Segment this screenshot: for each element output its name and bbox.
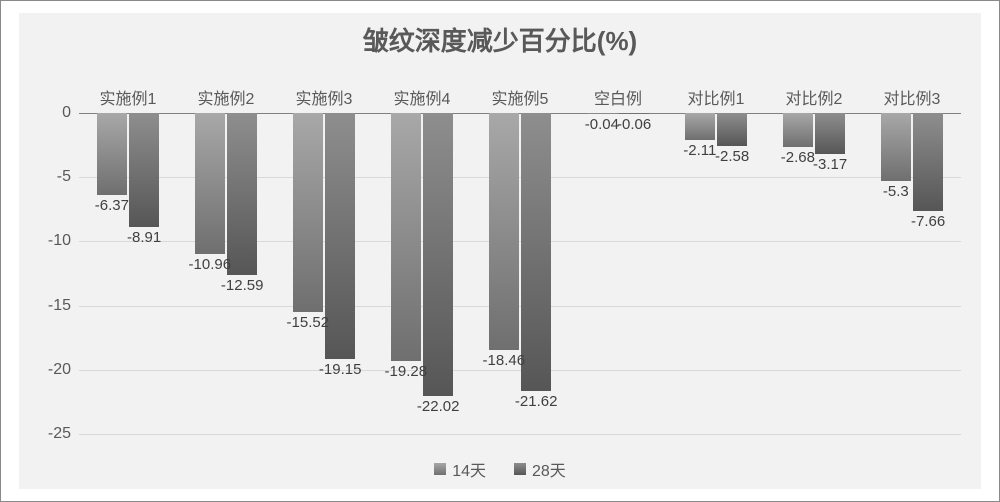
data-label: -15.52 — [287, 314, 330, 331]
data-label: -2.58 — [715, 148, 749, 165]
legend-swatch — [514, 463, 526, 475]
data-label: -5.3 — [883, 183, 909, 200]
legend-item: 14天 — [434, 457, 486, 481]
y-axis-tick-label: -20 — [48, 361, 79, 379]
legend-item: 28天 — [514, 457, 566, 481]
plot-area: 0-5-10-15-20-25 实施例1实施例2实施例3实施例4实施例5空白例对… — [79, 113, 961, 434]
data-label: -0.06 — [617, 116, 651, 133]
data-label: -7.66 — [911, 213, 945, 230]
category-label: 实施例5 — [492, 85, 549, 113]
plot-background: 皱纹深度减少百分比(%) 0-5-10-15-20-25 实施例1实施例2实施例… — [19, 13, 981, 489]
data-label: -2.68 — [781, 149, 815, 166]
data-label: -6.37 — [95, 197, 129, 214]
category-label: 实施例1 — [100, 85, 157, 113]
data-label: -22.02 — [417, 398, 460, 415]
data-label: -12.59 — [221, 277, 264, 294]
y-axis-tick-label: -10 — [48, 232, 79, 250]
data-label: -0.04 — [585, 116, 619, 133]
data-label: -8.91 — [127, 229, 161, 246]
data-label: -10.96 — [189, 256, 232, 273]
data-labels-layer: -6.37-10.96-15.52-19.28-18.46-0.04-2.11-… — [79, 113, 961, 434]
data-label: -2.11 — [683, 142, 716, 159]
legend-label: 14天 — [452, 457, 486, 481]
y-axis-tick-label: 0 — [62, 104, 79, 122]
legend-label: 28天 — [532, 457, 566, 481]
category-label: 对比例3 — [884, 85, 941, 113]
category-label: 对比例1 — [688, 85, 745, 113]
y-axis-tick-label: -5 — [57, 168, 79, 186]
data-label: -3.17 — [813, 156, 847, 173]
chart-container: 皱纹深度减少百分比(%) 0-5-10-15-20-25 实施例1实施例2实施例… — [0, 0, 1000, 502]
data-label: -18.46 — [483, 352, 526, 369]
data-label: -21.62 — [515, 393, 558, 410]
category-label: 对比例2 — [786, 85, 843, 113]
legend: 14天 28天 — [19, 449, 981, 489]
category-label: 实施例3 — [296, 85, 353, 113]
category-label: 实施例4 — [394, 85, 451, 113]
data-label: -19.15 — [319, 361, 362, 378]
category-label: 实施例2 — [198, 85, 255, 113]
legend-swatch — [434, 463, 446, 475]
chart-title: 皱纹深度减少百分比(%) — [19, 21, 981, 58]
category-label: 空白例 — [594, 85, 642, 113]
data-label: -19.28 — [385, 363, 428, 380]
y-axis-tick-label: -25 — [48, 425, 79, 443]
y-axis-tick-label: -15 — [48, 297, 79, 315]
gridline — [79, 434, 961, 435]
